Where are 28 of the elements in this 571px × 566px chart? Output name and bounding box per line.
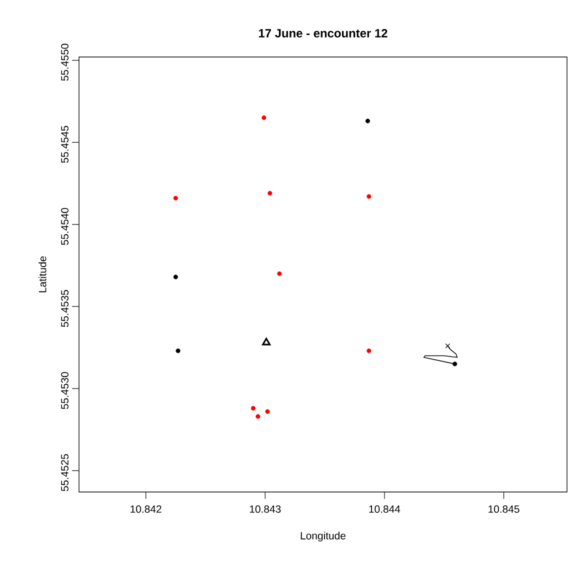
point <box>176 348 180 354</box>
point <box>250 406 256 411</box>
y-tick-label: 55.4535 <box>61 290 68 327</box>
x-axis-title: Longitude <box>300 532 346 542</box>
x-tick-label: 10.844 <box>369 505 400 513</box>
x-tick-label: 10.845 <box>488 505 520 513</box>
point <box>262 115 266 120</box>
point <box>366 194 372 199</box>
point <box>268 190 272 196</box>
x-tick-label: 10.842 <box>130 505 162 513</box>
chart-title: 17 June - encounter 12 <box>258 29 388 38</box>
y-tick-label: 55.4545 <box>61 126 68 163</box>
point <box>366 348 372 354</box>
y-tick-label: 55.4530 <box>61 372 68 410</box>
point <box>173 196 178 200</box>
point <box>365 118 370 124</box>
point <box>173 274 178 280</box>
y-axis-title: Latitude <box>38 256 46 292</box>
point <box>265 409 270 414</box>
point <box>277 271 282 276</box>
y-tick-label: 55.4525 <box>61 454 68 492</box>
y-tick-label: 55.4540 <box>61 208 68 245</box>
x-tick-label: 10.843 <box>250 505 281 513</box>
point <box>445 343 450 348</box>
y-tick-label: 55.4550 <box>61 44 68 81</box>
point <box>262 338 271 346</box>
point <box>256 414 260 419</box>
point <box>452 362 458 366</box>
